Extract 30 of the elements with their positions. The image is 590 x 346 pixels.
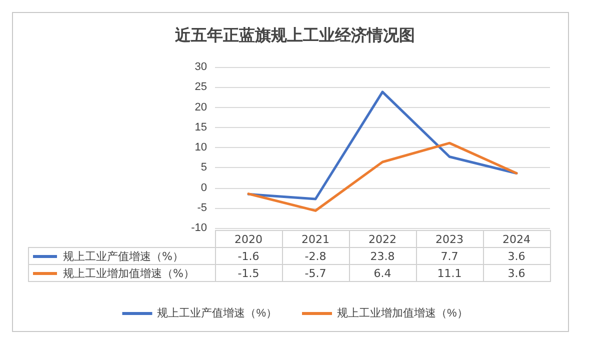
data-label: -5.7 bbox=[282, 264, 349, 282]
chart-title: 近五年正蓝旗规上工业经济情况图 bbox=[174, 26, 415, 44]
y-tick-label: 5 bbox=[200, 162, 207, 174]
y-tick-label: 10 bbox=[194, 142, 207, 154]
x-tick-label: 2024 bbox=[483, 230, 550, 248]
data-label: 7.7 bbox=[416, 248, 483, 264]
data-label: 23.8 bbox=[349, 248, 416, 264]
legend-label: 规上工业增加值增速（%） bbox=[28, 264, 215, 282]
data-label: 3.6 bbox=[483, 248, 550, 264]
text: 规上工业产值增速（%） bbox=[157, 308, 277, 320]
y-tick-label: -10 bbox=[191, 222, 207, 234]
data-label: -2.8 bbox=[282, 248, 349, 264]
x-tick-label: 2021 bbox=[282, 230, 349, 248]
line-series bbox=[247, 142, 518, 212]
data-label: -1.5 bbox=[215, 264, 282, 282]
x-tick-label: 2023 bbox=[416, 230, 483, 248]
legend-label: 规上工业产值增速（%） bbox=[28, 248, 215, 264]
text: 规上工业增加值增速（%） bbox=[337, 308, 468, 320]
y-tick-label: 15 bbox=[194, 121, 207, 134]
data-label: 11.1 bbox=[416, 264, 483, 282]
data-label: -1.6 bbox=[215, 248, 282, 264]
x-tick-label: 2022 bbox=[349, 230, 416, 248]
y-tick-label: 25 bbox=[194, 81, 207, 94]
y-tick-label: -5 bbox=[197, 202, 207, 214]
y-tick-label: 30 bbox=[194, 61, 207, 73]
data-label: 3.6 bbox=[483, 264, 550, 282]
y-tick-label: 0 bbox=[200, 182, 207, 194]
y-tick-label: 20 bbox=[194, 101, 207, 114]
data-label: 6.4 bbox=[349, 264, 416, 282]
x-tick-label: 2020 bbox=[215, 230, 282, 248]
